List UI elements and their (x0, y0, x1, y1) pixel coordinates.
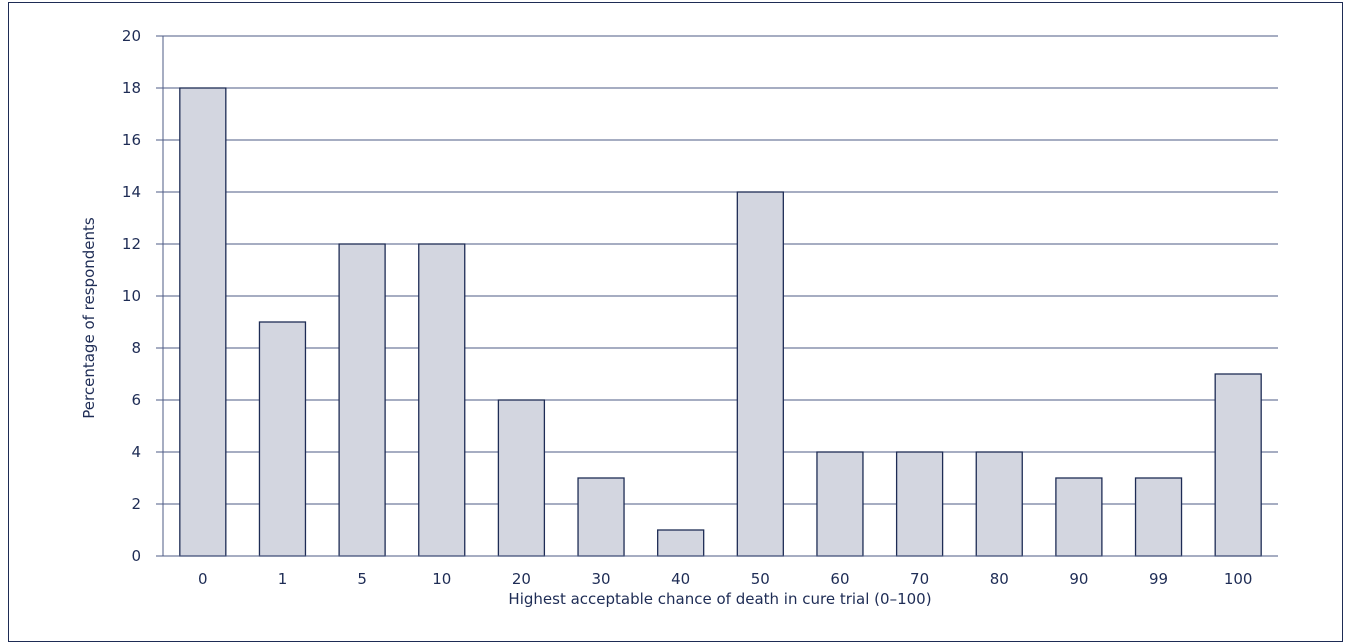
bar-60 (816, 451, 864, 557)
x-tick-label: 90 (1069, 570, 1088, 588)
bar-90 (1055, 477, 1103, 557)
x-tick-label: 1 (278, 570, 288, 588)
y-tick-label: 16 (122, 131, 141, 149)
bar-100 (1214, 373, 1262, 557)
y-tick-label: 10 (122, 287, 141, 305)
y-axis-title: Percentage of respondents (80, 217, 98, 419)
y-tick-labels: 0 2 4 6 8 10 12 14 16 18 20 (122, 27, 141, 565)
x-tick-label: 60 (830, 570, 849, 588)
bar-20 (497, 399, 546, 557)
x-tick-label: 99 (1149, 570, 1168, 588)
y-tick-label: 18 (122, 79, 141, 97)
bar-80 (975, 451, 1023, 557)
x-tick-label: 5 (357, 570, 367, 588)
x-tick-label: 0 (198, 570, 208, 588)
x-tick-label: 100 (1224, 570, 1253, 588)
x-tick-label: 20 (512, 570, 531, 588)
bar-5 (338, 243, 386, 557)
bar-40 (657, 529, 705, 557)
y-tick-label: 4 (131, 443, 141, 461)
x-tick-label: 40 (671, 570, 690, 588)
bar-1 (258, 321, 307, 557)
y-tick-label: 12 (122, 235, 141, 253)
gridlines (163, 35, 1278, 505)
bar-50 (736, 191, 784, 557)
y-tick-label: 8 (131, 339, 141, 357)
y-tick-label: 2 (131, 495, 141, 513)
y-tick-label: 0 (131, 547, 141, 565)
bar-0 (179, 87, 227, 557)
axes (156, 35, 1278, 557)
y-tick-label: 20 (122, 27, 141, 45)
y-tick-label: 14 (122, 183, 141, 201)
x-tick-label: 80 (990, 570, 1009, 588)
bar-10 (418, 243, 466, 557)
x-tick-labels: 0 1 5 10 20 30 40 50 60 70 80 90 99 100 (198, 570, 1252, 588)
bars (179, 87, 1262, 557)
x-axis-title: Highest acceptable chance of death in cu… (508, 590, 931, 608)
x-tick-label: 30 (591, 570, 610, 588)
bar-70 (895, 451, 944, 557)
x-tick-label: 70 (910, 570, 929, 588)
x-tick-label: 10 (432, 570, 451, 588)
bar-30 (577, 477, 625, 557)
x-tick-label: 50 (751, 570, 770, 588)
bar-99 (1134, 477, 1183, 557)
y-tick-label: 6 (131, 391, 141, 409)
